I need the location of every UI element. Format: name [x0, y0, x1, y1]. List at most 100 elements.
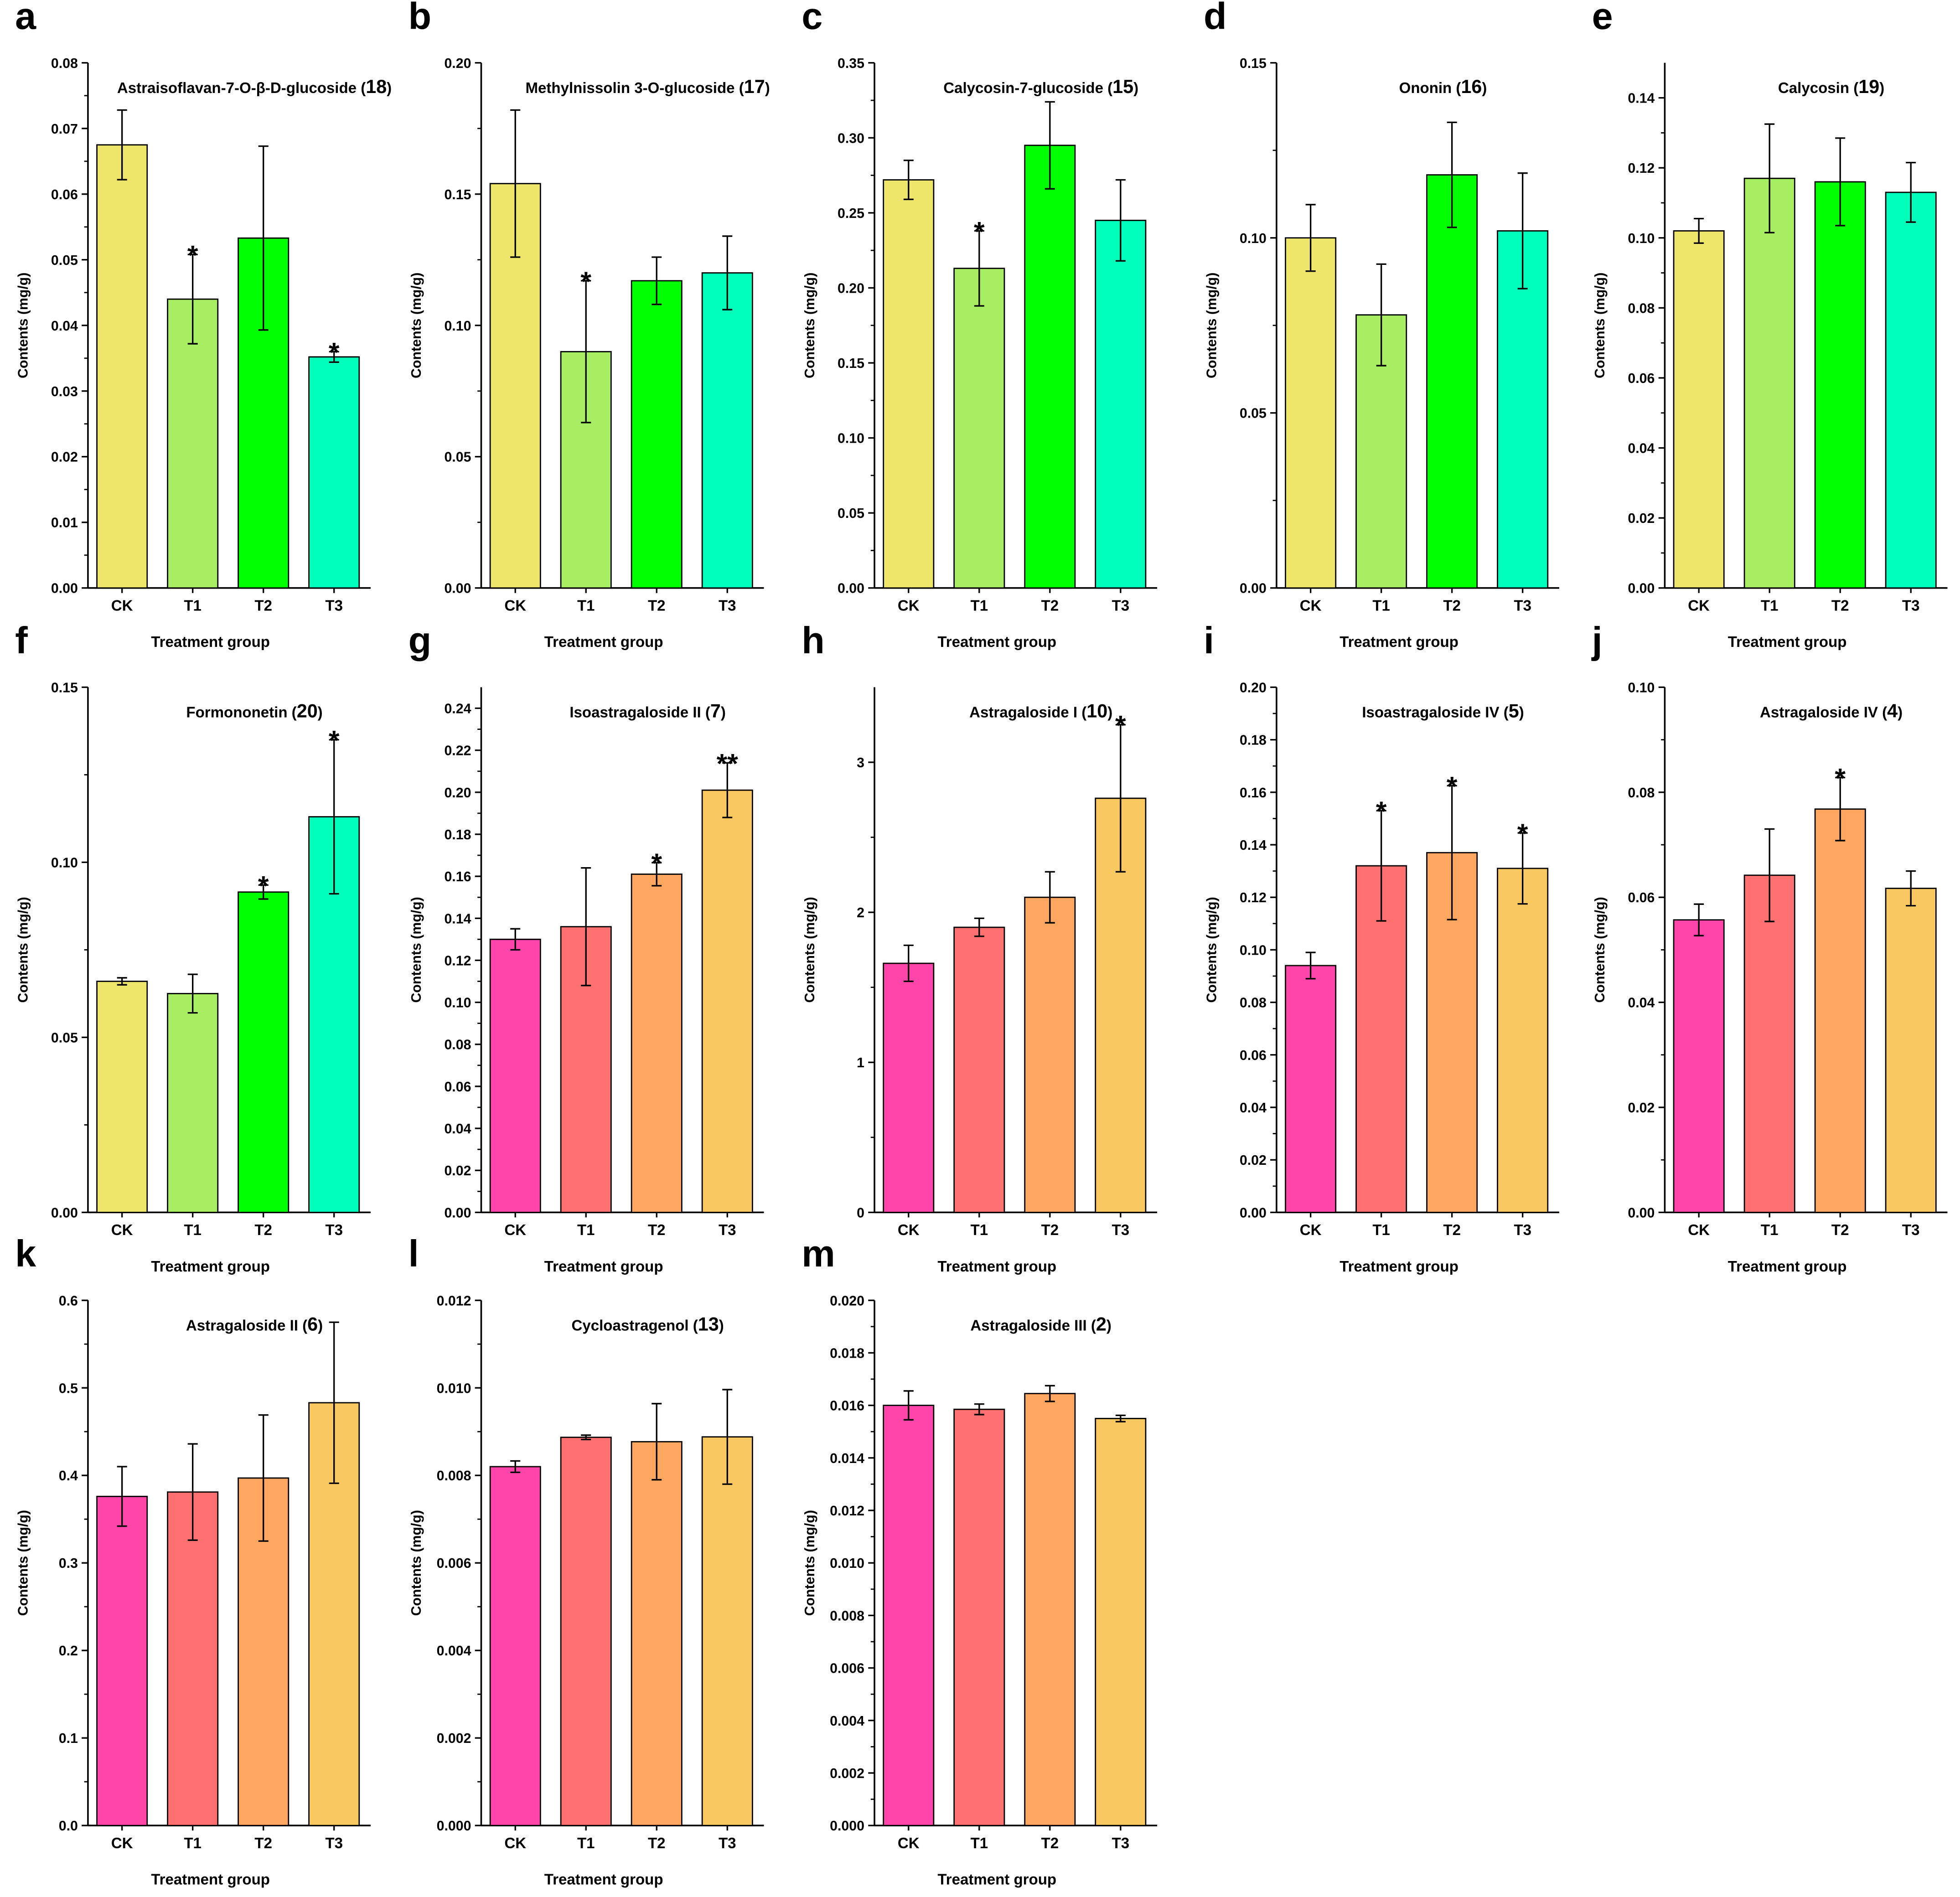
x-axis-label: Treatment group	[151, 1258, 270, 1275]
y-tick-label: 0.15	[444, 187, 471, 202]
x-axis-label: Treatment group	[544, 1258, 663, 1275]
y-tick-label: 0.0	[59, 1819, 78, 1834]
x-tick-label: T1	[971, 1222, 988, 1239]
x-tick-label: T3	[325, 1222, 343, 1239]
y-tick-label: 2	[857, 905, 864, 920]
y-tick-label: 0.008	[437, 1468, 471, 1483]
y-tick-label: 0.15	[51, 680, 78, 695]
panel-letter: c	[802, 0, 823, 38]
y-tick-label: 0.00	[444, 1205, 471, 1220]
y-tick-label: 0.10	[51, 855, 78, 870]
x-tick-label: T3	[325, 1835, 343, 1852]
chart-title: Astragaloside I (10)	[969, 701, 1112, 722]
compound-number: 7	[710, 701, 721, 722]
x-tick-label: CK	[504, 597, 526, 614]
bar-T1	[1743, 177, 1795, 589]
y-tick-label: 0.02	[1628, 1101, 1655, 1116]
bar-T1	[560, 1437, 612, 1826]
y-tick-label: 0.00	[1240, 1205, 1267, 1220]
y-tick-label: 0.00	[1240, 581, 1267, 596]
y-tick-label: 0.05	[51, 1030, 78, 1045]
x-tick-label: CK	[898, 1222, 920, 1239]
x-tick-label: CK	[504, 1222, 526, 1239]
x-tick-label: T2	[1041, 597, 1059, 614]
x-tick-label: T3	[1112, 1835, 1130, 1852]
bar-chart: 0.00 0.02 0.04 0.06 0.08 0.10 0.12 0.14 0.16 0.18…	[409, 687, 764, 1275]
bar-T3	[1885, 191, 1937, 589]
y-tick-label: 0.006	[830, 1661, 864, 1676]
compound-number: 18	[366, 76, 387, 97]
bar-T1	[167, 993, 219, 1213]
y-tick-label: 0.16	[444, 869, 471, 884]
y-tick-label: 0.00	[51, 1205, 78, 1220]
y-tick-label: 3	[857, 755, 864, 770]
x-tick-label: T1	[577, 597, 595, 614]
y-tick-label: 0.00	[838, 581, 864, 596]
y-tick-label: 0.5	[59, 1381, 78, 1396]
chart-title: Astragaloside IV (4)	[1760, 701, 1903, 722]
significance-marker: *	[329, 336, 340, 367]
y-tick-label: 1	[857, 1055, 864, 1070]
y-tick-label: 0.20	[444, 56, 471, 71]
x-tick-label: T1	[577, 1835, 595, 1852]
y-tick-label: 0.010	[830, 1556, 864, 1571]
y-tick-label: 0.04	[51, 319, 78, 334]
bar-chart: 0.000 0.002 0.004 0.006 0.008 0.010 0.012 0.014…	[802, 1293, 1158, 1888]
bar-CK	[883, 962, 935, 1213]
y-tick-label: 0.06	[1628, 371, 1655, 386]
significance-marker: *	[1835, 763, 1846, 794]
x-tick-label: CK	[111, 1222, 133, 1239]
x-tick-label: T2	[254, 1835, 272, 1852]
y-tick-label: 0.15	[838, 356, 864, 371]
bar-T2	[631, 874, 683, 1213]
y-axis-label: Contents (mg/g)	[1205, 273, 1220, 378]
bar-chart: 0.00 0.05 0.10 0.15 0.20 Contents (mg/g) Treat…	[409, 56, 770, 651]
y-tick-label: 0.25	[838, 206, 864, 221]
significance-marker: *	[580, 266, 591, 297]
y-axis-label: Contents (mg/g)	[409, 1510, 424, 1616]
x-tick-label: T3	[1112, 597, 1130, 614]
y-tick-label: 0.05	[51, 253, 78, 268]
y-tick-label: 0.03	[51, 384, 78, 399]
chart-title: Astragaloside II (6)	[186, 1313, 323, 1334]
y-tick-label: 0.2	[59, 1644, 78, 1659]
y-tick-label: 0.018	[830, 1346, 864, 1361]
x-tick-label: CK	[1300, 1222, 1322, 1239]
y-tick-label: 0	[857, 1205, 864, 1220]
significance-marker: *	[329, 725, 340, 756]
bar-chart: 0 1 2 3 Contents (mg/g) Treatment group Astrag…	[802, 687, 1158, 1275]
y-axis-label: Contents (mg/g)	[1593, 273, 1608, 378]
x-tick-label: CK	[898, 597, 920, 614]
chart-panel-k: k 0.0 0.1 0.2 0.3 0.4 0.5 0.6 Contents (mg/g) Tre…	[0, 1234, 392, 1888]
x-tick-label: T3	[1902, 597, 1920, 614]
y-tick-label: 0.02	[444, 1163, 471, 1179]
x-axis-label: Treatment group	[1339, 1258, 1458, 1275]
x-axis-label: Treatment group	[937, 1258, 1056, 1275]
y-tick-label: 0.35	[838, 56, 864, 71]
significance-marker: *	[974, 216, 985, 247]
chart-panel-g: g 0.00 0.02 0.04 0.06 0.08 0.10 0.12 0.14 0.16 0.1…	[393, 620, 786, 1275]
x-tick-label: T1	[184, 597, 202, 614]
x-tick-label: T3	[1902, 1222, 1920, 1239]
y-tick-label: 0.3	[59, 1556, 78, 1571]
x-axis-label: Treatment group	[1728, 634, 1847, 651]
bar-CK	[1673, 230, 1725, 589]
significance-marker: **	[717, 748, 739, 779]
chart-panel-i: i 0.00 0.02 0.04 0.06 0.08 0.10 0.12 0.14 0.16 0.1…	[1189, 620, 1581, 1275]
y-tick-label: 0.02	[1240, 1153, 1267, 1168]
y-tick-label: 0.04	[1628, 441, 1655, 456]
bar-CK	[96, 1495, 148, 1826]
bar-chart: 0.00 0.05 0.10 0.15 Contents (mg/g) Treatment…	[1205, 56, 1559, 651]
compound-number: 2	[1096, 1313, 1107, 1334]
y-tick-label: 0.30	[838, 131, 864, 146]
chart-title: Calycosin (19)	[1778, 76, 1884, 97]
panel-letter: k	[15, 1234, 36, 1276]
compound-number: 19	[1858, 76, 1879, 97]
y-tick-label: 0.10	[1240, 943, 1267, 958]
bar-T3	[701, 1436, 753, 1826]
x-tick-label: T3	[325, 597, 343, 614]
x-tick-label: CK	[898, 1835, 920, 1852]
y-tick-label: 0.05	[1240, 406, 1267, 421]
significance-marker: *	[258, 870, 269, 901]
bar-T2	[238, 237, 290, 589]
